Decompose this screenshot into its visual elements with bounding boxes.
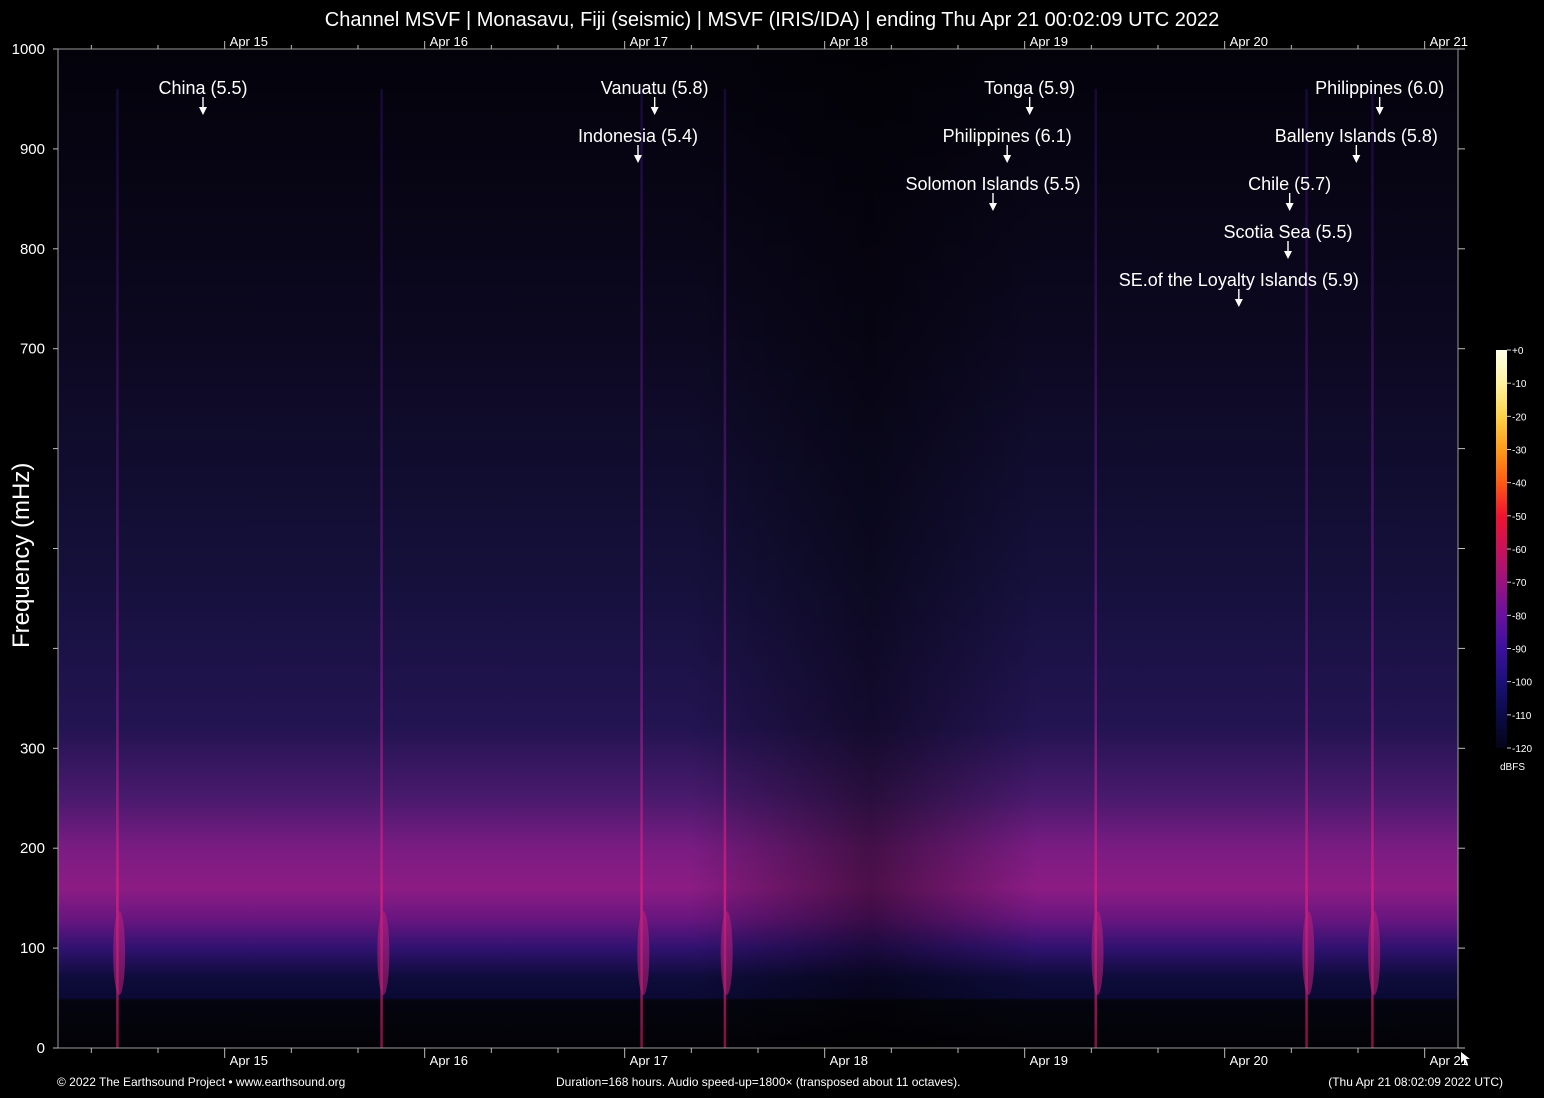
x-tick-label-bottom: Apr 21 — [1430, 1053, 1468, 1068]
event-label: Tonga (5.9) — [984, 78, 1075, 98]
spectrogram-quiet-region — [58, 49, 1458, 1048]
y-tick-label: 800 — [20, 241, 45, 258]
y-tick-label: 0 — [37, 1040, 45, 1057]
energy-streaks — [113, 88, 1381, 1048]
down-arrow-icon — [634, 155, 642, 163]
x-tick-label-bottom: Apr 19 — [1030, 1053, 1068, 1068]
colorbar-tick-label: -80 — [1512, 611, 1527, 622]
colorbar-tick-label: +0 — [1512, 346, 1524, 357]
down-arrow-icon — [650, 107, 659, 115]
colorbar-tick-label: -20 — [1512, 412, 1527, 423]
energy-streak — [1094, 88, 1097, 1048]
y-tick-label: 900 — [20, 141, 45, 158]
energy-streak-glow — [1302, 911, 1315, 996]
x-tick-label-bottom: Apr 16 — [430, 1053, 468, 1068]
event-label: Chile (5.7) — [1248, 174, 1331, 194]
energy-streak — [723, 88, 727, 1048]
y-axis-label: Frequency (mHz) — [8, 462, 35, 648]
event-label: SE.of the Loyalty Islands (5.9) — [1119, 270, 1359, 290]
energy-streak-glow — [113, 911, 126, 996]
down-arrow-icon — [1003, 155, 1012, 163]
y-tick-label: 1000 — [12, 41, 45, 58]
event-label: Philippines (6.0) — [1315, 78, 1444, 98]
x-tick-label-top: Apr 19 — [1030, 34, 1068, 49]
event-label: Balleny Islands (5.8) — [1275, 126, 1438, 146]
colorbar-tick-label: -100 — [1512, 678, 1532, 689]
x-tick-label-bottom: Apr 17 — [630, 1053, 668, 1068]
colorbar-tick-label: -90 — [1512, 645, 1527, 656]
energy-streak-glow — [1091, 911, 1104, 996]
footer-copyright: © 2022 The Earthsound Project • www.eart… — [57, 1075, 346, 1089]
footer-duration: Duration=168 hours. Audio speed-up=1800×… — [556, 1075, 961, 1089]
x-axis-top: Apr 15 Apr 16 Apr 17 Apr 18 Apr 19 Apr 20 Apr … — [90, 34, 1468, 49]
y-tick-label: 700 — [20, 341, 45, 358]
colorbar: +0 -10 -20 -30 -40 -50 -60 -70 -80 -90 -100 -110 -12… — [1496, 346, 1532, 755]
colorbar-tick-label: -30 — [1512, 446, 1527, 457]
colorbar-tick-label: -70 — [1512, 578, 1527, 589]
cursor-arrow-icon — [1461, 1052, 1470, 1066]
plot-area — [57, 48, 1459, 1049]
y-tick-label: 200 — [20, 840, 45, 857]
energy-streak-glow — [377, 911, 390, 996]
x-tick-label-top: Apr 15 — [230, 34, 268, 49]
event-label: Vanuatu (5.8) — [601, 78, 709, 98]
colorbar-tick-label: -10 — [1512, 379, 1527, 390]
colorbar-tick-label: -120 — [1512, 744, 1532, 755]
colorbar-tick-label: -110 — [1512, 711, 1532, 722]
x-axis-bottom: Apr 15 Apr 16 Apr 17 Apr 18 Apr 19 Apr 20 Apr … — [90, 1048, 1468, 1068]
event-label: Indonesia (5.4) — [578, 126, 698, 146]
down-arrow-icon — [1352, 155, 1361, 163]
down-arrow-icon — [199, 107, 207, 115]
x-tick-label-bottom: Apr 15 — [230, 1053, 268, 1068]
colorbar-tick-label: -40 — [1512, 479, 1527, 490]
event-label: China (5.5) — [158, 78, 247, 98]
x-tick-label-top: Apr 17 — [630, 34, 668, 49]
down-arrow-icon — [1285, 203, 1294, 211]
event-label: Solomon Islands (5.5) — [905, 174, 1080, 194]
energy-streak-glow — [720, 911, 733, 996]
energy-streak-glow — [1368, 911, 1381, 996]
energy-streak — [1371, 88, 1374, 1048]
colorbar-tick-label: -60 — [1512, 545, 1527, 556]
footer-timestamp: (Thu Apr 21 08:02:09 2022 UTC) — [1328, 1075, 1503, 1089]
x-tick-label-top: Apr 20 — [1230, 34, 1268, 49]
colorbar-tick-label: -50 — [1512, 512, 1527, 523]
energy-streak-glow — [637, 911, 650, 996]
energy-streak — [380, 88, 383, 1048]
event-annotations: China (5.5) Vanuatu (5.8) Indonesia (5.4) T… — [158, 78, 1444, 307]
down-arrow-icon — [1284, 251, 1292, 259]
colorbar-gradient — [1496, 350, 1507, 748]
y-tick-label: 300 — [20, 740, 45, 757]
x-tick-label-bottom: Apr 18 — [830, 1053, 868, 1068]
x-tick-label-top: Apr 18 — [830, 34, 868, 49]
chart-title: Channel MSVF | Monasavu, Fiji (seismic) … — [324, 9, 1220, 31]
event-label: Scotia Sea (5.5) — [1223, 222, 1352, 242]
y-tick-label: 100 — [20, 940, 45, 957]
x-tick-label-top: Apr 21 — [1430, 34, 1468, 49]
down-arrow-icon — [1375, 107, 1384, 115]
energy-streak — [116, 88, 119, 1048]
down-arrow-icon — [1234, 299, 1243, 307]
x-tick-label-bottom: Apr 20 — [1230, 1053, 1268, 1068]
x-tick-label-top: Apr 16 — [430, 34, 468, 49]
colorbar-unit: dBFS — [1500, 762, 1526, 773]
energy-streak — [640, 88, 643, 1048]
down-arrow-icon — [989, 203, 997, 211]
energy-streak — [1305, 88, 1308, 1048]
event-label: Philippines (6.1) — [943, 126, 1072, 146]
down-arrow-icon — [1025, 107, 1034, 115]
